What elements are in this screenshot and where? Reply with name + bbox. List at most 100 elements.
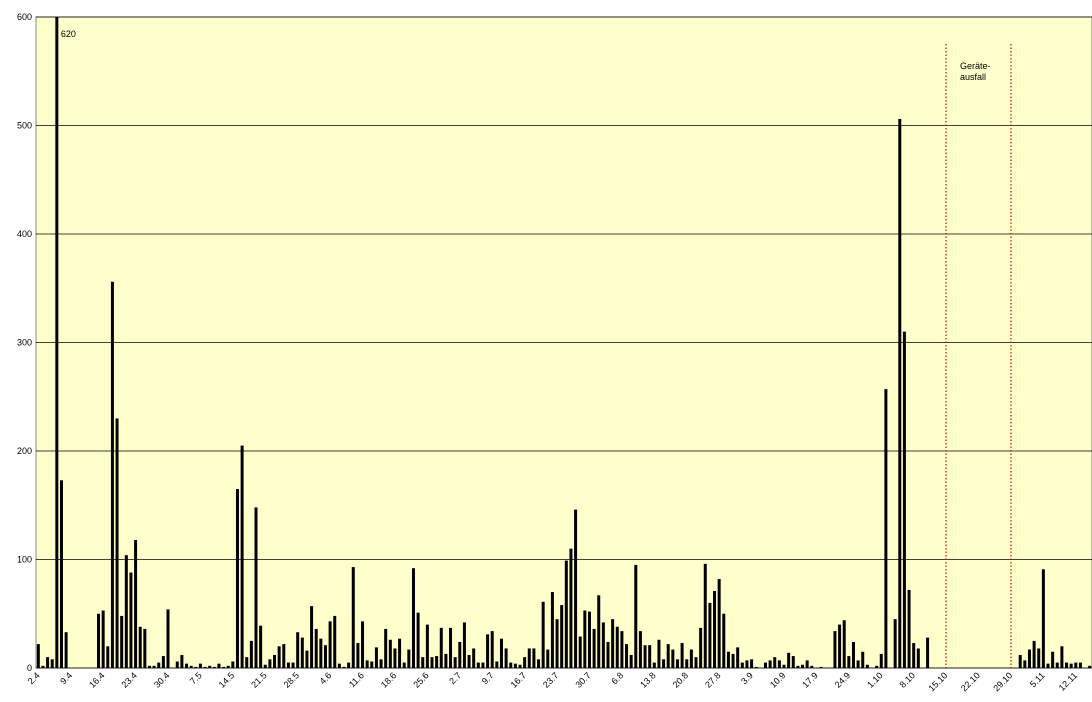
bars [36, 17, 1092, 668]
x-tick-label: 30.4 [152, 670, 171, 689]
bar [421, 657, 425, 668]
bar [59, 480, 63, 668]
bar [518, 664, 522, 668]
bar [203, 666, 207, 668]
x-tick-label: 3.9 [739, 670, 755, 686]
bar [597, 595, 601, 668]
bar [620, 631, 624, 668]
bar [120, 615, 124, 668]
bar [587, 611, 591, 668]
bar [662, 659, 666, 668]
bar [754, 666, 758, 668]
bar [509, 662, 513, 668]
bar [300, 637, 304, 668]
bar [462, 622, 466, 668]
bar [328, 621, 332, 668]
bar [736, 647, 740, 668]
bar [1065, 662, 1069, 668]
bar [379, 659, 383, 668]
bar [801, 664, 805, 668]
bar [819, 666, 823, 668]
bar [768, 660, 772, 668]
bar [726, 651, 730, 668]
bar [411, 568, 415, 668]
bar [143, 628, 147, 668]
bar [416, 612, 420, 668]
x-tick-label: 29.10 [991, 670, 1014, 693]
bar [773, 657, 777, 668]
bar [532, 648, 536, 668]
value-label: 620 [61, 29, 76, 39]
bar [879, 653, 883, 668]
bar [499, 638, 503, 668]
bar [231, 661, 235, 668]
bar [226, 665, 230, 668]
bar [722, 613, 726, 668]
bar [791, 656, 795, 668]
bar [847, 656, 851, 668]
bar [689, 649, 693, 668]
bar [699, 627, 703, 668]
bar [101, 610, 105, 668]
bar [314, 628, 318, 668]
y-tick-label: 400 [17, 229, 32, 239]
bar [634, 564, 638, 668]
bar [161, 656, 165, 668]
bar [347, 662, 351, 668]
bar [333, 615, 337, 668]
bar [425, 624, 429, 668]
bar [430, 657, 434, 668]
bar [838, 624, 842, 668]
bar [842, 620, 846, 668]
x-tick-label: 27.8 [703, 670, 722, 689]
bar [351, 567, 355, 668]
bar [305, 650, 309, 668]
bar [675, 659, 679, 668]
bar [486, 634, 490, 668]
bar [46, 657, 50, 668]
x-tick-label: 13.8 [638, 670, 657, 689]
bar [263, 664, 267, 668]
bar [147, 665, 151, 668]
y-tick-label: 300 [17, 338, 32, 348]
x-tick-label: 7.5 [188, 670, 204, 686]
bar [583, 610, 587, 668]
bar [1055, 662, 1059, 668]
bar [277, 646, 281, 668]
bar [856, 660, 860, 668]
bar [1074, 662, 1078, 668]
bar [1051, 651, 1055, 668]
bar [342, 666, 346, 668]
bar [180, 654, 184, 668]
bar [115, 418, 119, 668]
bar [138, 626, 142, 668]
bar [282, 644, 286, 668]
bar [592, 628, 596, 668]
bar [643, 645, 647, 668]
bar [310, 606, 314, 668]
bar [902, 331, 906, 668]
bar [398, 638, 402, 668]
bar [763, 662, 767, 668]
bar [708, 602, 712, 668]
bar [222, 666, 226, 668]
bar [926, 637, 930, 668]
bar [750, 659, 754, 668]
y-tick-label: 0 [27, 663, 32, 673]
bar [370, 661, 374, 668]
x-tick-label: 10.9 [768, 670, 787, 689]
bar [833, 631, 837, 668]
bar [504, 648, 508, 668]
bar [671, 649, 675, 668]
bar [555, 619, 559, 668]
bar [323, 645, 327, 668]
bar [110, 281, 114, 668]
bar [1041, 569, 1045, 668]
bar [472, 648, 476, 668]
bar [356, 643, 360, 668]
bar [36, 644, 40, 668]
bar [713, 590, 717, 668]
x-tick-label: 5.11 [1028, 670, 1047, 689]
bar [884, 389, 888, 668]
bar [185, 663, 189, 668]
